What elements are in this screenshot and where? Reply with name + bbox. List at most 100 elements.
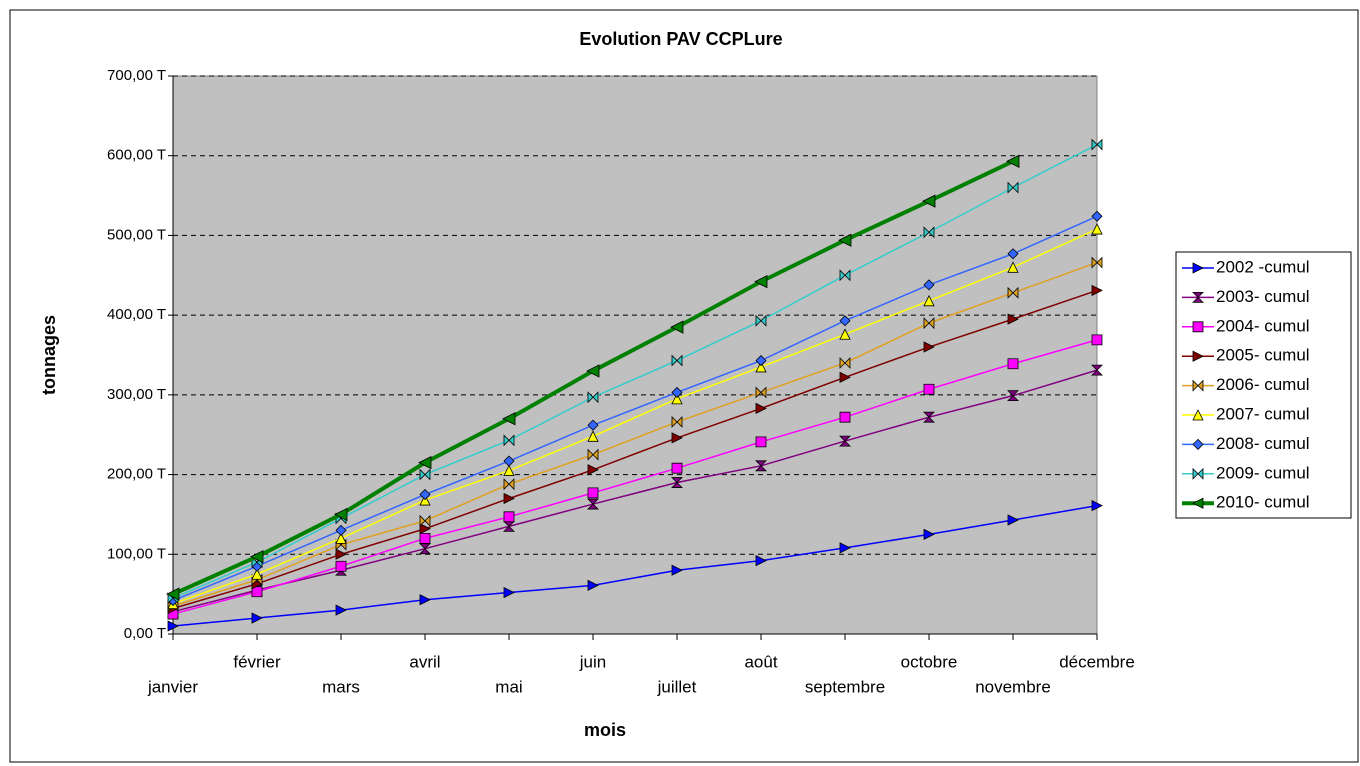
marker [923, 528, 935, 541]
marker [419, 468, 431, 481]
marker [418, 455, 432, 470]
marker [839, 315, 851, 327]
line [172, 261, 1098, 607]
marker [923, 383, 935, 395]
marker [1091, 284, 1103, 297]
marker [839, 328, 851, 340]
marker [923, 411, 935, 423]
y-tick-label: 100,00 T [107, 545, 166, 562]
marker [587, 498, 599, 510]
marker [1192, 379, 1204, 392]
marker [755, 436, 767, 448]
marker [671, 462, 683, 474]
legend-label: 2004- cumul [1216, 316, 1310, 335]
legend-label: 2010- cumul [1216, 493, 1310, 512]
x-tick-label: mai [495, 677, 522, 696]
line [172, 339, 1098, 615]
marker [1007, 286, 1019, 299]
marker [671, 477, 683, 488]
y-tick-label: 0,00 T [124, 625, 166, 642]
marker [1192, 497, 1204, 509]
marker [839, 435, 851, 447]
marker [419, 488, 431, 501]
marker [334, 507, 348, 522]
marker [1091, 138, 1103, 151]
series [167, 500, 1103, 632]
marker [335, 524, 347, 536]
marker [755, 355, 767, 367]
marker [755, 361, 767, 373]
marker [755, 402, 767, 415]
marker [839, 357, 851, 369]
marker [167, 620, 179, 632]
x-tick-label: octobre [901, 652, 958, 671]
marker [251, 612, 263, 624]
marker [923, 279, 935, 291]
y-tick-label: 500,00 T [107, 226, 166, 243]
series [167, 334, 1103, 620]
y-tick-label: 600,00 T [107, 147, 166, 164]
y-tick-label: 700,00 T [107, 67, 166, 84]
plot-area [172, 75, 1098, 635]
marker [503, 455, 515, 467]
marker [1192, 467, 1204, 480]
marker [1007, 181, 1019, 194]
marker [503, 492, 515, 505]
marker [1091, 210, 1103, 222]
x-tick-label: septembre [805, 677, 885, 696]
marker [671, 432, 683, 444]
x-tick-label: décembre [1059, 652, 1135, 671]
marker [755, 314, 767, 327]
marker [1192, 321, 1204, 333]
x-tick-label: juin [579, 652, 606, 671]
marker [503, 464, 515, 476]
legend-label: 2002 -cumul [1216, 257, 1310, 276]
marker [587, 391, 599, 404]
marker [839, 269, 851, 282]
marker [587, 464, 599, 476]
marker [1091, 223, 1103, 235]
marker [670, 320, 684, 334]
marker [1007, 514, 1019, 526]
marker [335, 548, 347, 560]
marker [839, 542, 851, 554]
marker [671, 564, 683, 576]
y-tick-label: 200,00 T [107, 466, 166, 483]
marker [586, 364, 600, 378]
y-tick-label: 300,00 T [107, 386, 166, 403]
y-axis-label: tonnages [39, 315, 59, 395]
legend-label: 2005- cumul [1216, 346, 1310, 365]
marker [923, 317, 935, 330]
marker [839, 371, 851, 383]
legend-label: 2008- cumul [1216, 434, 1310, 453]
marker [419, 532, 431, 544]
y-tick-label: 400,00 T [107, 306, 166, 323]
marker [1091, 334, 1103, 346]
marker [1091, 500, 1103, 512]
series [166, 154, 1020, 601]
marker [1192, 350, 1204, 362]
line [172, 289, 1098, 610]
marker [1007, 261, 1019, 273]
legend-label: 2007- cumul [1216, 404, 1310, 423]
marker [754, 275, 768, 289]
marker [671, 354, 683, 367]
x-tick-label: novembre [975, 677, 1051, 696]
marker [503, 478, 515, 491]
marker [419, 594, 431, 606]
marker [1091, 364, 1103, 376]
marker [1007, 358, 1019, 370]
line [172, 504, 1098, 627]
chart-title: Evolution PAV CCPLure [579, 29, 782, 49]
marker [419, 523, 431, 535]
marker [335, 532, 347, 544]
marker [839, 411, 851, 423]
marker [503, 586, 515, 599]
marker [838, 233, 852, 247]
marker [1192, 262, 1204, 274]
marker [502, 412, 516, 426]
marker [1007, 248, 1019, 260]
marker [419, 514, 431, 527]
marker [335, 560, 347, 572]
